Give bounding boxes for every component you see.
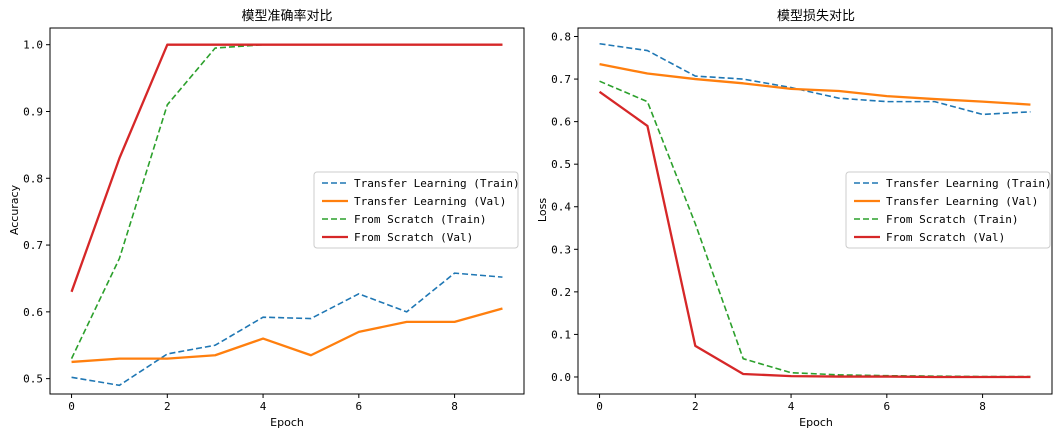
loss-chart-xtick-label: 4 [788,400,795,413]
loss-chart-legend: Transfer Learning (Train) Transfer Learni… [845,171,1052,249]
accuracy-chart-legend-label: From Scratch (Train) [354,213,486,226]
loss-chart-ytick-label: 0.4 [551,201,571,214]
accuracy-chart-series-line-1 [71,307,503,364]
accuracy-chart-ytick-label: 0.8 [23,172,43,185]
accuracy-chart-series-line-3 [70,43,503,293]
loss-chart-xtick-label: 6 [884,400,891,413]
loss-chart-frame [577,27,1053,395]
accuracy-chart: 模型准确率对比 Epoch Accuracy 0 2 4 6 8 0.5 0.6 0.7 0.8… [8,8,525,429]
loss-chart-series-line-1 [599,63,1031,106]
loss-chart-ytick-label: 0.2 [551,286,571,299]
accuracy-chart-xtick-label: 4 [260,400,267,413]
loss-chart-ytick-label: 0.0 [551,371,571,384]
loss-chart-legend-label: Transfer Learning (Val) [886,195,1038,208]
loss-chart-ytick-label: 0.1 [551,328,571,341]
loss-chart-legend-label: From Scratch (Train) [886,213,1018,226]
accuracy-chart-ytick-label: 1.0 [23,39,43,52]
accuracy-chart-ylabel: Accuracy [8,184,21,235]
loss-chart-xtick-label: 2 [692,400,699,413]
loss-chart-title: 模型损失对比 [777,9,855,24]
accuracy-chart-xtick-label: 6 [356,400,363,413]
accuracy-chart-legend-label: From Scratch (Val) [354,231,473,244]
accuracy-chart-xtick-label: 0 [68,400,75,413]
accuracy-chart-xlabel: Epoch [270,416,304,429]
accuracy-chart-legend-box [313,171,519,249]
loss-chart-xtick-label: 0 [596,400,603,413]
accuracy-chart-ytick-label: 0.6 [23,306,43,319]
accuracy-chart-legend-label: Transfer Learning (Train) [354,177,520,190]
loss-chart-ytick-label: 0.5 [551,158,571,171]
loss-chart-legend-box [845,171,1051,249]
loss-chart-legend-label: Transfer Learning (Train) [886,177,1052,190]
accuracy-chart-legend-label: Transfer Learning (Val) [354,195,506,208]
loss-chart-series-line-3 [598,90,1031,379]
accuracy-chart-legend: Transfer Learning (Train) Transfer Learni… [313,171,520,249]
accuracy-chart-title: 模型准确率对比 [241,8,332,24]
accuracy-chart-ytick-label: 0.5 [23,373,43,386]
loss-chart-ylabel: Loss [536,198,549,222]
accuracy-chart-ytick-label: 0.7 [23,239,43,252]
loss-chart: 模型损失对比 Epoch Loss 0 2 4 6 8 0.0 0.1 0.2 0.3 0.4 0.… [536,9,1053,429]
loss-chart-series-line-0 [599,42,1031,116]
loss-chart-ytick-label: 0.6 [551,116,571,129]
loss-chart-xtick-label: 8 [979,400,986,413]
loss-chart-marks: 0 2 4 6 8 0.0 0.1 0.2 0.3 0.4 0.5 0.6 0.7 0.8 [551,31,1031,413]
accuracy-chart-series-line-0 [71,272,503,387]
accuracy-chart-ytick-label: 0.9 [23,105,43,118]
loss-chart-ytick-label: 0.3 [551,243,571,256]
loss-chart-ytick-label: 0.8 [551,31,571,44]
accuracy-chart-marks: 0 2 4 6 8 0.5 0.6 0.7 0.8 0.9 1.0 [23,39,503,413]
loss-chart-ytick-label: 0.7 [551,73,571,86]
accuracy-chart-xtick-label: 8 [451,400,458,413]
loss-chart-xlabel: Epoch [799,416,833,429]
accuracy-chart-xtick-label: 2 [164,400,171,413]
accuracy-chart-frame [49,27,525,395]
loss-chart-legend-label: From Scratch (Val) [886,231,1005,244]
